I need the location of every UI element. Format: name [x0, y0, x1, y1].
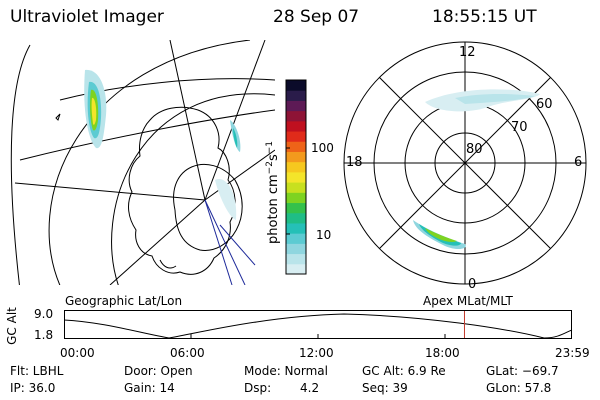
lat-circle-2	[48, 40, 251, 285]
colorbar-swatch	[286, 120, 306, 132]
meridian-1	[169, 40, 206, 201]
gcalt-xticks	[190, 334, 446, 338]
colorbar-swatch	[286, 192, 306, 204]
lat-label-70: 70	[511, 120, 528, 135]
colorbar-swatch	[286, 243, 306, 255]
status-filter: Flt: LBHL	[10, 364, 64, 378]
colorbar-swatch	[286, 161, 306, 173]
lat-label-80: 80	[466, 142, 483, 157]
status-mode: Mode: Normal	[244, 364, 328, 378]
mlt-label-0: 0	[468, 277, 477, 292]
colorbar-swatch	[286, 80, 306, 91]
status-seq: Seq: 39	[362, 381, 408, 395]
colorbar-swatch	[286, 212, 306, 224]
status-gain: Gain: 14	[124, 381, 175, 395]
colorbar-swatch	[286, 90, 306, 101]
meridian-3	[109, 199, 206, 285]
coast-detail	[159, 259, 177, 269]
track-line-1	[204, 199, 246, 285]
gcalt-xtick-0000: 00:00	[60, 346, 95, 360]
continent-outline	[128, 106, 236, 275]
meridian-6	[59, 78, 275, 101]
colorbar: photon cm−2s−1	[265, 79, 307, 275]
colorbar-swatch	[286, 131, 306, 142]
gcalt-axis-label: GC Alt	[4, 307, 19, 345]
mlt-label-12: 12	[459, 45, 476, 60]
status-door: Door: Open	[124, 364, 193, 378]
meridian-2	[204, 40, 266, 201]
polar-diag-2	[379, 77, 551, 249]
gcalt-xtick-2359: 23:59	[555, 346, 590, 360]
gcalt-ytick-low: 1.8	[34, 328, 54, 342]
status-gc-alt: GC Alt: 6.9 Re	[362, 364, 446, 378]
lat-circle-1	[111, 93, 275, 285]
mlt-label-18: 18	[346, 155, 363, 170]
colorbar-swatch	[286, 202, 306, 214]
colorbar-unit: photon cm−2s−1	[265, 141, 281, 244]
colorbar-swatch	[286, 233, 306, 244]
status-glat: GLat: −69.7	[486, 364, 559, 378]
island-1	[55, 113, 61, 121]
gcalt-frame	[64, 310, 572, 339]
gcalt-xtick-1200: 12:00	[299, 346, 334, 360]
lat-label-60: 60	[536, 97, 553, 112]
gcalt-xtick-1800: 18:00	[425, 346, 460, 360]
gcalt-ytick-high: 9.0	[34, 307, 54, 321]
gcalt-xtick-0600: 06:00	[170, 346, 205, 360]
colorbar-swatch	[286, 263, 306, 275]
colorbar-frame	[285, 79, 307, 275]
colorbar-swatch	[286, 151, 306, 163]
geographic-map	[10, 40, 275, 285]
instrument-title: Ultraviolet Imager	[10, 7, 164, 27]
status-glon: GLon: 57.8	[486, 381, 552, 395]
colorbar-swatch	[286, 222, 306, 234]
colorbar-swatch	[286, 253, 306, 265]
colorbar-swatch	[286, 171, 306, 183]
colorbar-swatch	[286, 141, 306, 152]
track-line-3	[219, 224, 256, 266]
lat-circle-4	[173, 163, 243, 251]
colorbar-swatch	[286, 100, 306, 112]
lat-circle-3	[10, 44, 31, 285]
aurora-emission-right	[413, 89, 540, 250]
track-line-2	[204, 199, 233, 285]
aurora-emission-left	[84, 69, 241, 220]
observation-date: 28 Sep 07	[273, 7, 360, 27]
meridian-4	[14, 182, 206, 201]
mlt-label-6: 6	[574, 155, 583, 170]
meridian-5	[204, 149, 275, 201]
colorbar-swatch	[286, 110, 306, 122]
status-ip: IP: 36.0	[10, 381, 56, 395]
colorbar-swatches	[286, 80, 306, 275]
gcalt-plot	[64, 310, 573, 339]
colorbar-tick-label-10: 10	[316, 228, 332, 242]
meridian-7	[19, 109, 275, 161]
gcalt-curve	[64, 313, 573, 339]
apex-panel-label: Apex MLat/MLT	[423, 294, 513, 308]
observation-time: 18:55:15 UT	[432, 7, 537, 27]
status-dsp-label: Dsp:	[244, 381, 272, 395]
colorbar-tick-label-100: 100	[311, 141, 334, 155]
colorbar-swatch	[286, 182, 306, 193]
status-dsp-value: 4.2	[300, 381, 320, 395]
polar-plot	[343, 41, 587, 285]
geographic-panel-label: Geographic Lat/Lon	[65, 294, 183, 308]
